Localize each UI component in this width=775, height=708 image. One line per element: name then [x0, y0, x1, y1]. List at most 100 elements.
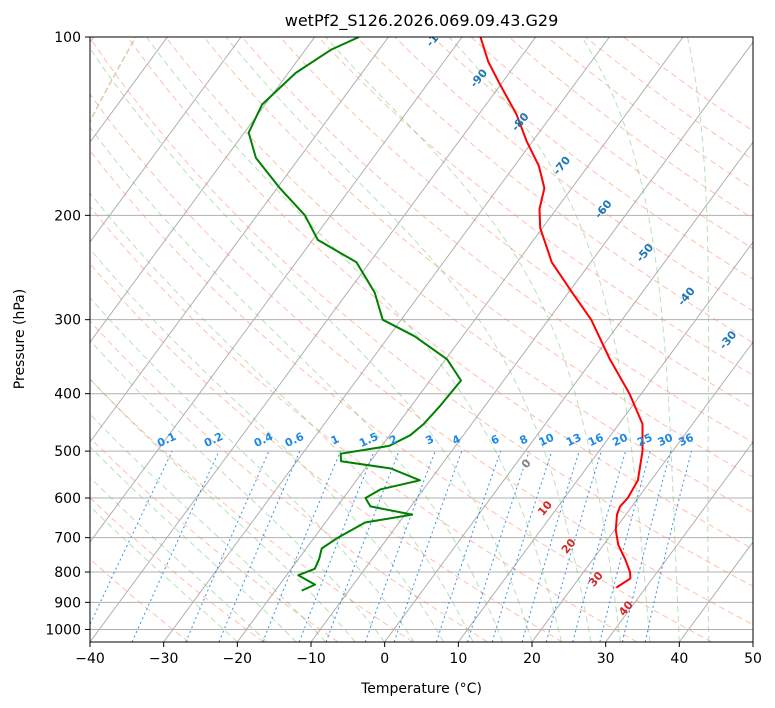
dry-adiabat-line [90, 437, 339, 642]
x-tick-label: 10 [449, 651, 467, 667]
y-axis-title: Pressure (hPa) [12, 289, 28, 389]
temperature-line [479, 37, 644, 589]
mixing-ratio-label: 0.1 [155, 430, 178, 450]
mixing-ratio-line [185, 450, 270, 642]
background-lines [0, 37, 753, 642]
moist-adiabat-line [90, 192, 474, 642]
y-tick-label: 900 [54, 595, 81, 611]
mixing-ratio-label: 4 [450, 432, 463, 447]
dry-adiabat-label: -80 [509, 110, 532, 134]
isotherm-line [163, 37, 610, 642]
dry-adiabat-label: -50 [634, 241, 657, 265]
dry-adiabat-line [318, 37, 753, 376]
x-tick-label: −40 [75, 651, 105, 667]
x-axis-title: Temperature (°C) [360, 681, 482, 697]
isotherm-line [90, 37, 242, 243]
moist-adiabat-line [581, 37, 680, 642]
x-tick-label: −20 [223, 651, 253, 667]
y-tick-label: 600 [54, 491, 81, 507]
moist-adiabat-line [90, 339, 386, 642]
x-tick-label: 50 [744, 651, 762, 667]
mixing-ratio-line [393, 450, 463, 642]
dry-adiabat-line [90, 378, 414, 642]
mixing-ratio-label: 0.2 [202, 430, 225, 450]
mixing-ratio-label: 6 [489, 432, 502, 447]
x-tick-label: 40 [670, 651, 688, 667]
mixing-ratio-line [218, 450, 301, 642]
moist-adiabat-line [90, 413, 327, 642]
mixing-ratio-label: 8 [517, 432, 529, 447]
isotherm-line [752, 641, 753, 642]
mixing-ratio-line [491, 450, 553, 642]
moist-adiabat-label: 20 [559, 536, 579, 556]
isotherm-line [310, 41, 753, 642]
moist-adiabat-label: 40 [616, 598, 636, 618]
mixing-ratio-label: 36 [676, 431, 696, 449]
mixing-ratio-label: 13 [564, 431, 583, 449]
isotherm-line [90, 37, 463, 543]
dry-adiabat-line [127, 37, 753, 550]
isotherm-line [457, 241, 753, 642]
isotherm-line [236, 37, 684, 642]
dry-adiabat-line [585, 37, 753, 161]
moist-adiabat-line [325, 37, 621, 642]
y-tick-label: 700 [54, 531, 81, 547]
moist-adiabat-line [225, 37, 592, 642]
mixing-ratio-label: 16 [586, 431, 606, 449]
isotherm-line [384, 141, 753, 642]
dry-adiabat-line [165, 37, 753, 514]
line-labels: 0.1 0.2 0.4 0.6 1 1.5 2 3 4 6 8 10 13 16 20 25 30 36-100-… [155, 37, 775, 619]
y-tick-label: 800 [54, 565, 81, 581]
dry-adiabat-label: -40 [675, 284, 698, 308]
y-tick-label: 100 [54, 30, 81, 46]
isotherm-line [90, 37, 389, 443]
moist-adiabat-line [90, 476, 268, 642]
x-tick-label: 30 [597, 651, 615, 667]
mixing-ratio-label: 0.6 [283, 430, 306, 450]
dry-adiabat-line [203, 37, 753, 478]
dry-adiabat-line [90, 320, 488, 642]
chart-title: wetPf2_S126.2026.069.09.43.G29 [285, 11, 559, 31]
dewpoint-line [247, 37, 462, 592]
mixing-ratio-label: 30 [656, 431, 676, 449]
isotherm-line [531, 341, 753, 642]
mixing-ratio-line [364, 450, 436, 642]
mixing-ratio-line [545, 450, 602, 642]
isotherm-line [90, 37, 168, 143]
mixing-ratio-line [521, 450, 580, 642]
mixing-ratio-line [90, 450, 173, 626]
moist-adiabat-line [90, 248, 445, 642]
mixing-ratio-line [262, 450, 341, 642]
moist-adiabat-line [90, 47, 533, 642]
isotherm-line [605, 441, 753, 642]
x-tick-label: 0 [380, 651, 389, 667]
isotherm-line [90, 37, 537, 642]
moist-adiabat-line [146, 37, 562, 642]
mixing-ratio-label: 3 [423, 432, 435, 447]
dry-adiabat-label: -30 [717, 328, 740, 352]
mixing-ratio-line [572, 450, 627, 642]
dry-adiabat-line [623, 37, 753, 132]
moist-adiabat-line [90, 378, 356, 642]
dry-adiabat-line [241, 37, 753, 443]
y-tick-label: 1000 [45, 622, 81, 638]
moist-adiabat-line [687, 37, 710, 642]
mixing-ratio-line [325, 450, 400, 642]
mixing-ratio-label: 10 [537, 431, 557, 449]
axes: −40 −30 −20 −10 0 10 20 30 40 5010020030040050060… [45, 30, 762, 667]
dry-adiabat-line [394, 37, 753, 312]
y-tick-label: 400 [54, 387, 81, 403]
dry-adiabat-line [90, 37, 753, 587]
dry-adiabat-label: -20 [758, 372, 775, 396]
dry-adiabat-line [546, 37, 753, 190]
x-tick-label: −10 [296, 651, 326, 667]
theta-e-line [0, 37, 3, 642]
dry-adiabat-line [279, 37, 753, 410]
moist-adiabat-line [90, 505, 238, 642]
mixing-ratio-label: 0.4 [252, 430, 275, 450]
mixing-ratio-line [435, 450, 502, 642]
mixing-ratio-label: 25 [635, 431, 654, 449]
moist-adiabat-line [448, 37, 651, 642]
dry-adiabat-label: -70 [551, 154, 574, 178]
moist-adiabat-label: 0 [519, 456, 534, 470]
